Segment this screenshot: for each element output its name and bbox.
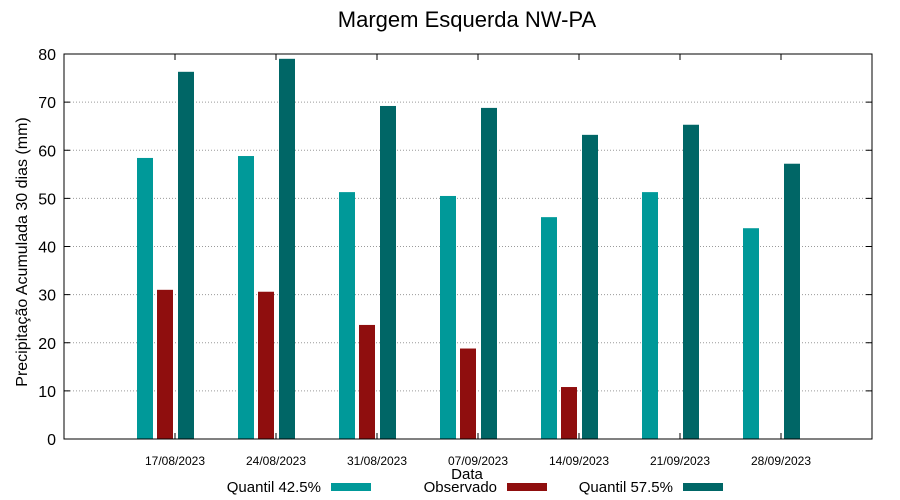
y-tick-label: 60 — [38, 143, 56, 160]
bar — [460, 348, 476, 439]
x-tick-label: 28/09/2023 — [751, 454, 811, 468]
y-tick-label: 50 — [38, 191, 56, 208]
bar — [481, 107, 497, 440]
y-tick-label: 80 — [38, 47, 56, 64]
y-tick-label: 0 — [47, 432, 56, 449]
y-tick-label: 70 — [38, 95, 56, 112]
bar — [279, 58, 295, 439]
x-tick-label: 14/09/2023 — [549, 454, 609, 468]
y-tick-label: 10 — [38, 384, 56, 401]
bar — [178, 71, 194, 440]
y-tick-label: 20 — [38, 336, 56, 353]
y-tick-label: 30 — [38, 288, 56, 305]
bar — [380, 105, 396, 439]
x-tick-label: 21/09/2023 — [650, 454, 710, 468]
y-tick-label: 40 — [38, 240, 56, 257]
x-tick-label: 07/09/2023 — [448, 454, 508, 468]
x-tick-label: 31/08/2023 — [347, 454, 407, 468]
chart-title: Margem Esquerda NW-PA — [338, 7, 597, 32]
bar — [561, 387, 577, 439]
bars — [137, 58, 800, 440]
x-axis-label: Data — [451, 466, 483, 483]
bar — [238, 156, 254, 439]
legend: Quantil 42.5% Observado Quantil 57.5% — [227, 479, 723, 496]
bar — [258, 291, 274, 439]
y-axis-ticks: 0 10 20 30 40 50 60 70 80 — [38, 47, 872, 449]
bar — [743, 228, 759, 439]
legend-swatch — [683, 483, 723, 491]
bar — [157, 289, 173, 439]
bar — [784, 163, 800, 439]
x-tick-label: 17/08/2023 — [145, 454, 205, 468]
bar — [339, 192, 355, 439]
bar — [440, 195, 456, 439]
bar — [137, 157, 153, 439]
legend-swatch — [331, 483, 371, 491]
bar — [541, 217, 557, 439]
legend-label: Quantil 42.5% — [227, 479, 321, 496]
bar — [359, 324, 375, 439]
legend-swatch — [507, 483, 547, 491]
legend-label: Observado — [424, 479, 497, 496]
bar — [683, 124, 699, 440]
legend-label: Quantil 57.5% — [579, 479, 673, 496]
y-axis-label: Precipitação Acumulada 30 dias (mm) — [14, 117, 31, 386]
bar — [642, 192, 658, 439]
bar — [582, 134, 598, 439]
x-axis-ticks: 17/08/2023 24/08/2023 31/08/2023 07/09/2023… — [145, 54, 811, 468]
x-tick-label: 24/08/2023 — [246, 454, 306, 468]
